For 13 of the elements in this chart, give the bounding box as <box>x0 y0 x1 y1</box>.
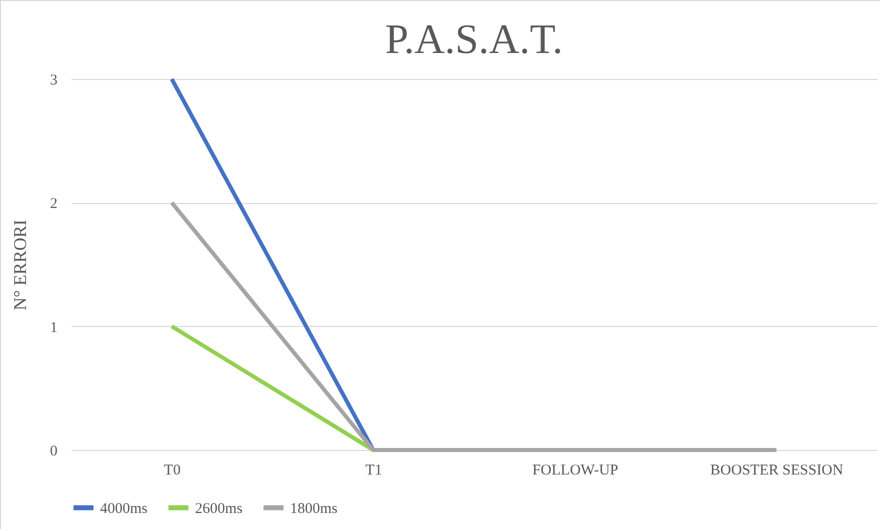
x-tick-label: BOOSTER SESSION <box>710 462 844 478</box>
legend-label: 1800ms <box>290 500 338 517</box>
y-tick-label: 3 <box>50 72 58 88</box>
chart-title: P.A.S.A.T. <box>385 17 563 63</box>
y-tick-label: 0 <box>50 444 58 460</box>
x-tick-label: FOLLOW-UP <box>532 462 618 478</box>
legend-label: 2600ms <box>195 500 243 517</box>
x-tick-label: T0 <box>164 462 181 478</box>
legend-label: 4000ms <box>100 500 148 517</box>
y-axis-title: N° ERRORI <box>10 220 30 310</box>
y-tick-label: 2 <box>50 196 58 212</box>
y-tick-label: 1 <box>50 320 58 336</box>
x-tick-label: T1 <box>365 462 382 478</box>
